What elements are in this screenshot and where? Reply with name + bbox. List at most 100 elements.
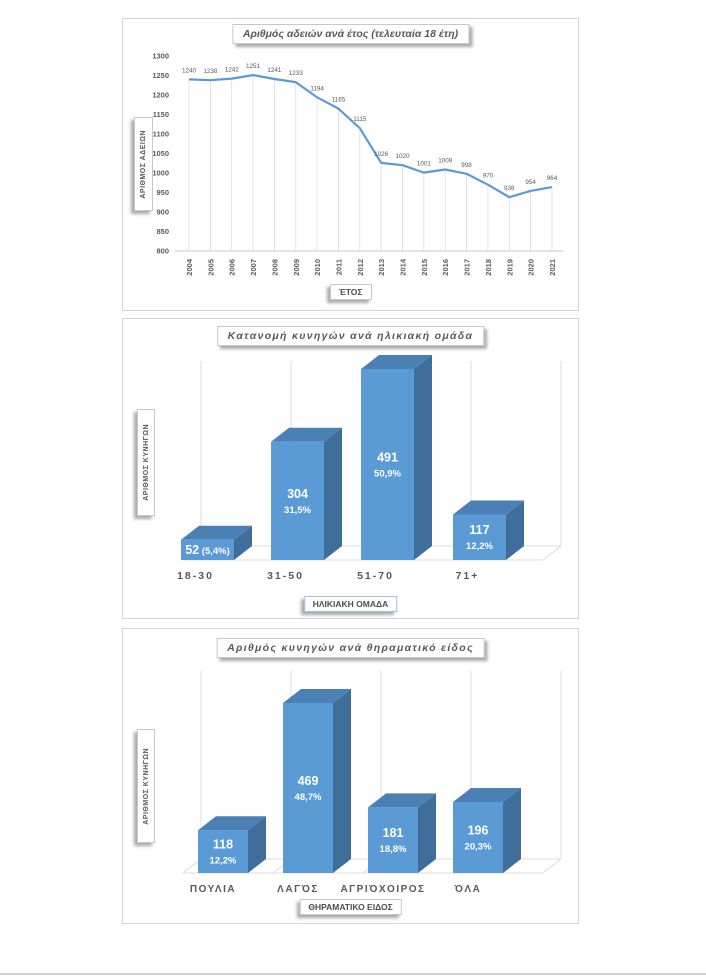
chart-title: Αριθμός κυνηγών ανά θηραματικό είδος [227,642,474,654]
chart-panel-hunters-by-species: 118 12,2% ΠΟΥΛΙΑ 469 48,7% ΛΑΓΌΣ 181 18,8% ΑΓΡΙΌ… [122,628,579,924]
age-bar-plot-area: 52 (5,4%) 18-30 304 31,5% 31-50 491 50,9% 51-70… [177,355,562,582]
x-axis-title: ΘΗΡΑΜΑΤΙΚΟ ΕΙΔΟΣ [308,902,393,912]
bar-percent-label: 50,9% [374,469,401,480]
x-category-label: 71+ [456,570,480,582]
data-label: 938 [504,185,515,192]
x-tick-label: 2021 [548,259,557,276]
data-label: 998 [461,162,472,169]
bar-side-face [418,793,436,873]
y-tick-label: 900 [156,208,169,217]
bar-value-label: 181 [383,826,404,840]
species-bar-plot-area: 118 12,2% ΠΟΥΛΙΑ 469 48,7% ΛΑΓΌΣ 181 18,8% ΑΓΡΙΌ… [182,671,562,895]
bar-front-face [271,441,324,560]
x-axis-title: ΈΤΟΣ [338,287,363,297]
x-tick-label: 2005 [206,259,215,276]
page-boundary-line [0,973,706,975]
x-tick-label: 2004 [185,258,194,276]
bar-side-face [506,500,524,560]
bar-top-face [283,688,351,703]
data-label: 1251 [246,63,261,70]
bar-front-face [361,369,414,560]
data-label: 1233 [289,70,304,77]
y-tick-label: 1200 [152,91,169,100]
bar-percent-label: 48,7% [295,792,322,803]
bar-front-face [368,807,418,873]
y-tick-label: 1050 [152,149,169,158]
x-axis-title: ΗΛΙΚΙΑΚΗ ΟΜΑΔΑ [312,599,389,609]
bar-side-face [414,355,432,560]
y-axis-title: ΑΡΙΘΜΟΣ ΚΥΝΗΓΩΝ [142,424,150,501]
x-tick-label: 2019 [505,259,514,276]
bar-top-face [271,427,342,442]
data-label: 1238 [203,68,218,75]
x-tick-label: 2009 [292,259,301,276]
chart-title: Κατανομή κυνηγών ανά ηλικιακή ομάδα [227,330,474,342]
bar-percent-label: 18,8% [380,844,407,855]
bar-value-label: 469 [298,774,319,788]
y-tick-label: 950 [156,188,169,197]
bar-top-face [453,787,521,802]
bar-side-face [333,688,351,873]
chart-title-box: Αριθμός κυνηγών ανά θηραματικό είδος [216,638,485,658]
x-tick-label: 2010 [313,259,322,276]
x-tick-label: 2008 [270,259,279,276]
x-category-label: 18-30 [177,570,214,582]
x-tick-label: 2017 [463,259,472,276]
bar-value-label: 304 [287,487,308,501]
x-axis-title-box: ΈΤΟΣ [329,284,372,300]
chart-panel-hunters-by-age: 52 (5,4%) 18-30 304 31,5% 31-50 491 50,9% 51-70… [122,318,579,619]
x-tick-label: 2011 [334,259,343,275]
bar-side-face [234,525,252,560]
data-label: 1242 [225,67,240,74]
bar-top-face [368,793,436,808]
chart-title-box: Κατανομή κυνηγών ανά ηλικιακή ομάδα [216,326,485,346]
x-tick-label: 2014 [399,258,408,276]
line-series [188,74,553,199]
data-label: 1240 [182,67,197,74]
data-label: 1009 [438,157,453,164]
bar-percent-label: 20,3% [465,841,492,852]
y-tick-label: 1100 [153,130,169,139]
bar-value-label: 117 [469,523,489,537]
y-tick-label: 850 [156,227,169,236]
y-axis-title: ΑΡΙΘΜΟΣ ΚΥΝΗΓΩΝ [142,747,150,825]
bar-top-face [453,500,524,515]
y-tick-label: 1300 [152,52,169,61]
y-tick-label: 800 [156,247,169,256]
bar-front-face [198,830,248,873]
data-label: 1194 [310,85,324,92]
chart-title: Αριθμός αδειών ανά έτος (τελευταία 18 έτ… [242,28,459,40]
bar-value-label: 491 [377,451,398,465]
floor-diagonal [542,545,562,561]
x-axis-title-box: ΗΛΙΚΙΑΚΗ ΟΜΑΔΑ [303,596,398,612]
data-label: 1001 [417,161,432,168]
y-tick-label: 1150 [153,110,169,119]
x-tick-label: 2012 [356,259,365,276]
bar-top-face [198,816,266,831]
x-category-label: 51-70 [357,570,394,582]
bar-top-face [361,355,432,370]
bar-percent-label: (5,4%) [199,546,230,557]
bar-percent-label: 12,2% [210,856,237,867]
bar-side-face [248,816,266,873]
data-label: 1115 [353,116,367,123]
x-tick-label: 2006 [228,259,237,276]
chart-panel-licenses-per-year: 800 850 900 950 1000 1050 1100 1150 1200 1250 1300… [122,18,579,311]
x-category-label: 31-50 [267,570,304,582]
bar-front-face [453,801,503,873]
x-axis-title-box: ΘΗΡΑΜΑΤΙΚΟ ΕΙΔΟΣ [299,899,402,915]
x-tick-label: 2016 [441,259,450,276]
bar-value-label: 196 [468,823,489,837]
bar-front-face [453,514,506,560]
x-category-label: ΑΓΡΙΌΧΟΙΡΟΣ [340,884,425,895]
y-axis-title-box: ΑΡΙΘΜΟΣ ΚΥΝΗΓΩΝ [137,409,155,516]
bar-percent-label: 12,2% [466,541,493,552]
licenses-line-plot-area: 800 850 900 950 1000 1050 1100 1150 1200 1250 1300… [152,52,563,276]
x-category-label: ΠΟΥΛΙΑ [190,884,236,895]
data-label: 970 [483,173,494,180]
y-axis-title: ΑΡΙΘΜΟΣ ΑΔΕΙΩΝ [140,129,147,199]
x-tick-label: 2018 [484,259,493,276]
data-label: 1165 [332,97,346,104]
data-label: 1020 [395,153,410,160]
